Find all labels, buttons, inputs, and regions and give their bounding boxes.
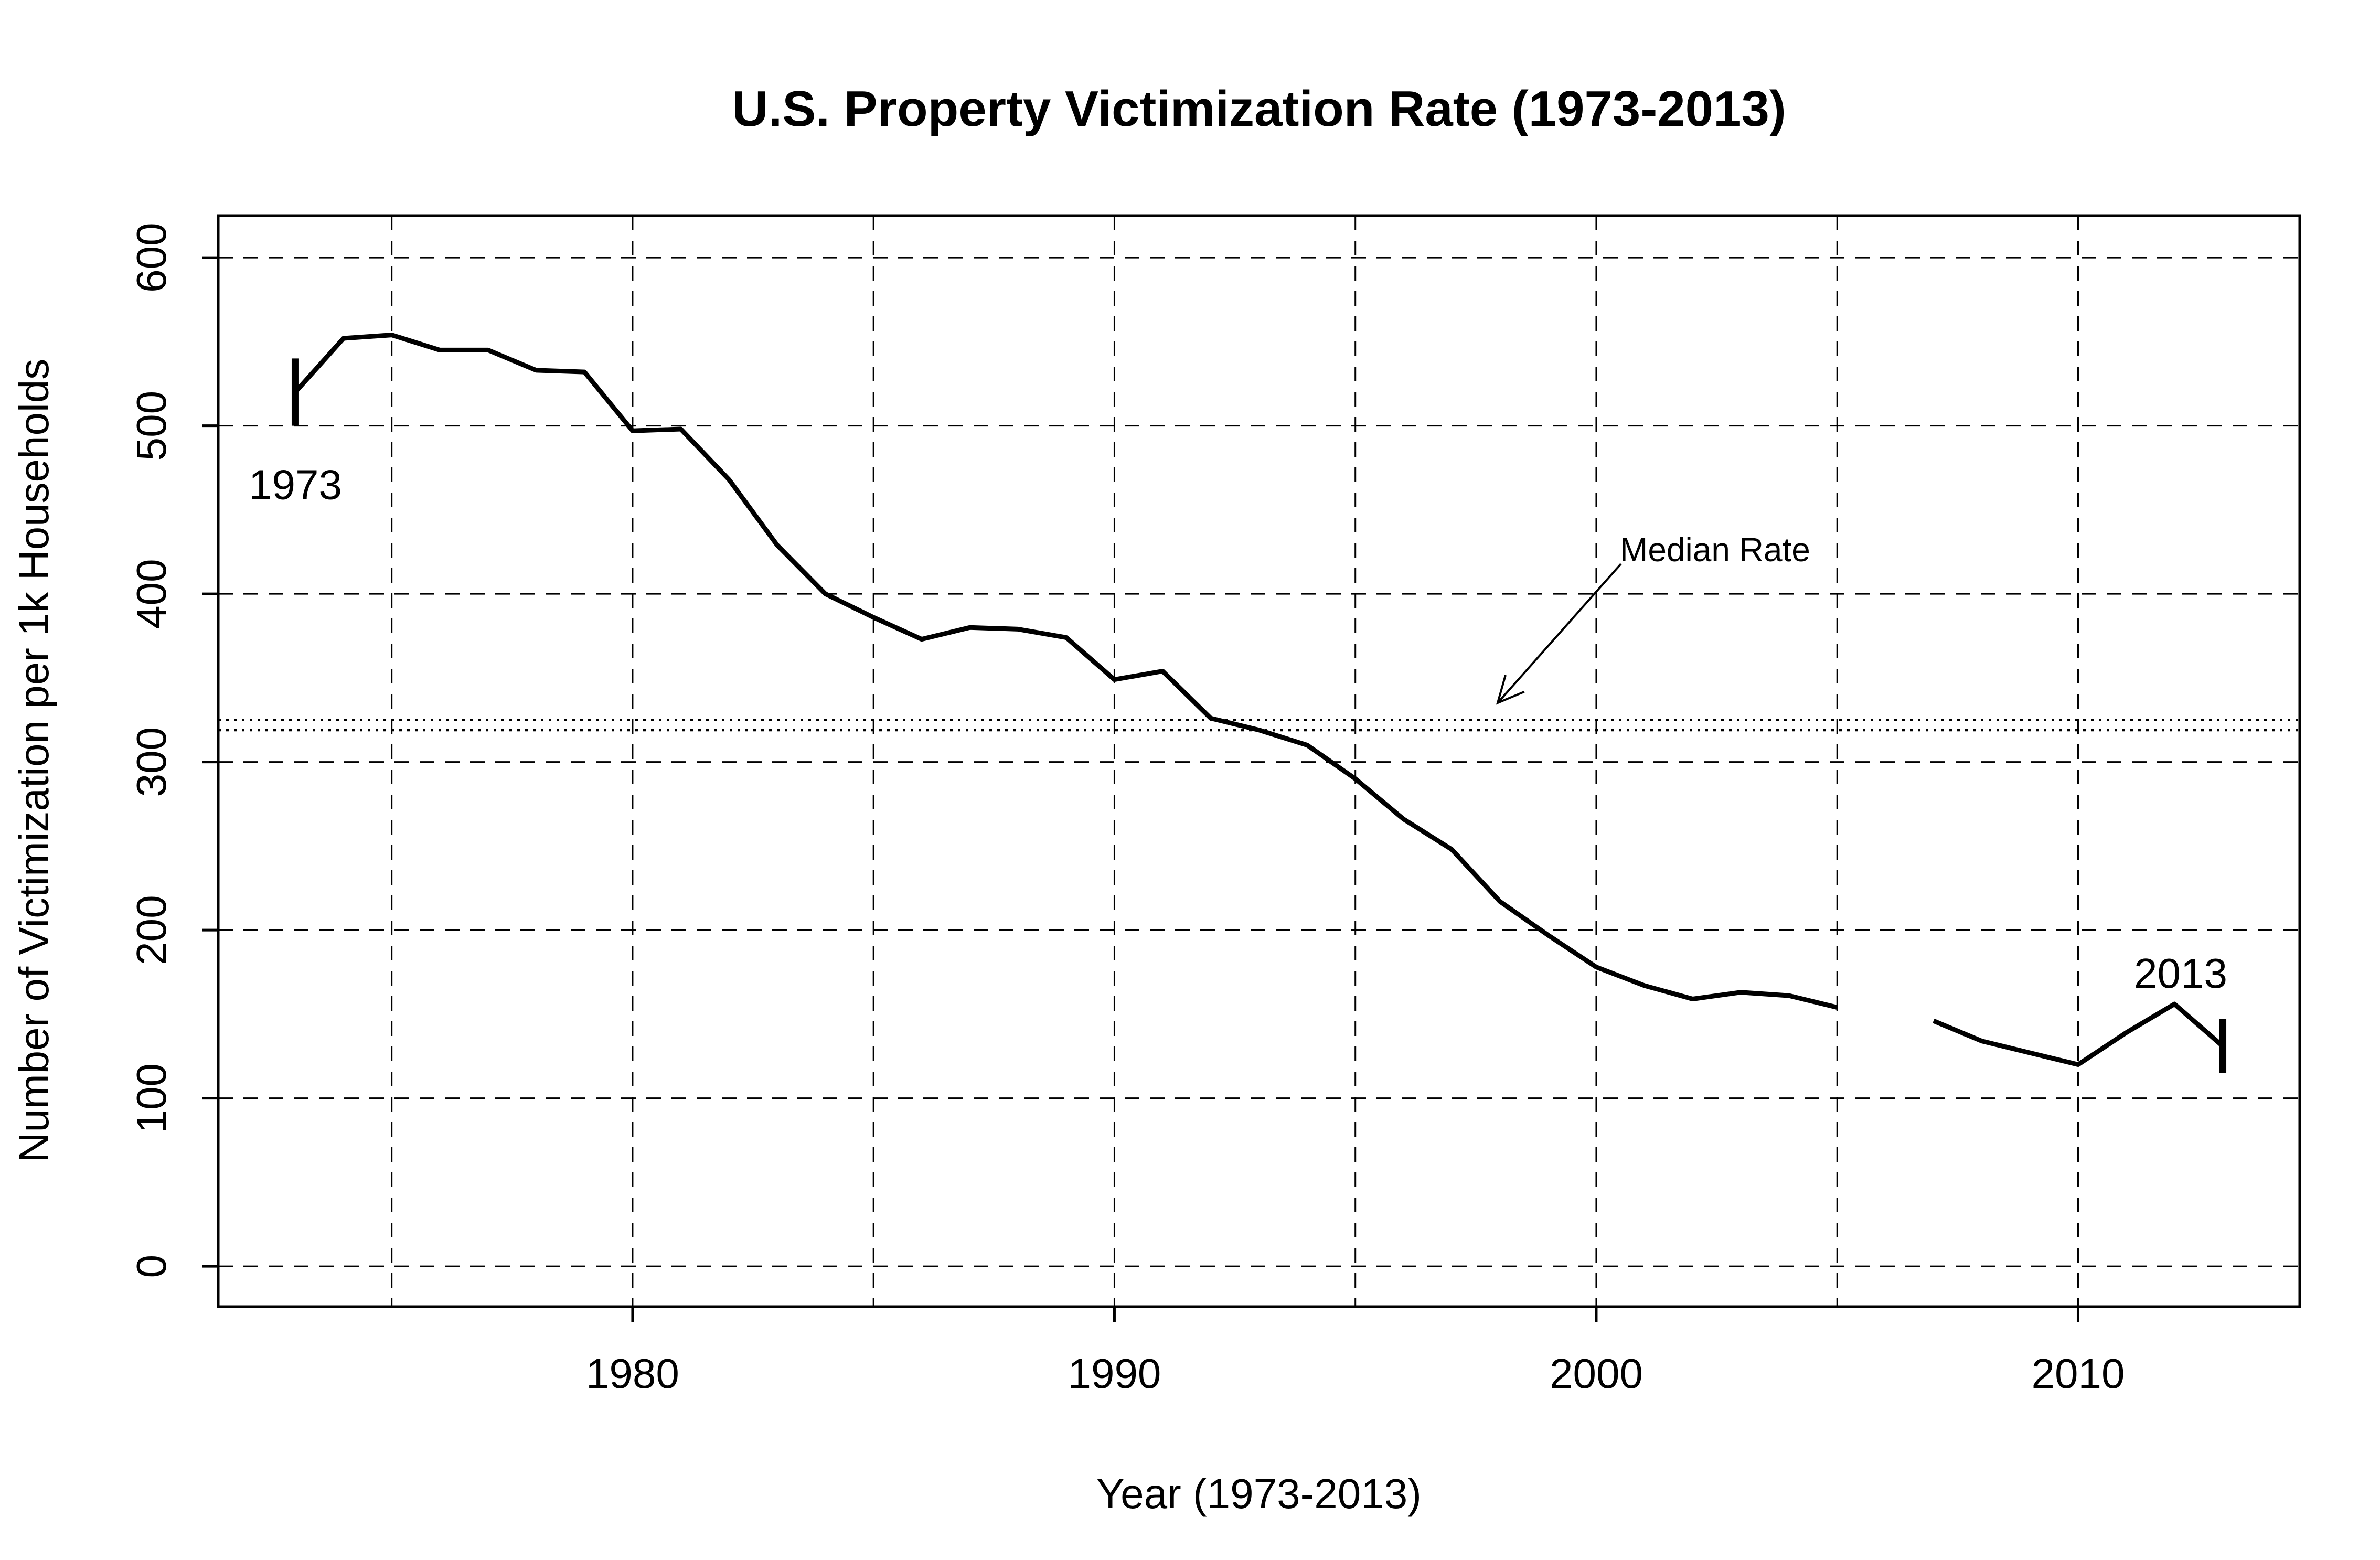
chart-title: U.S. Property Victimization Rate (1973-2… <box>732 81 1786 137</box>
data-series <box>293 333 2224 1067</box>
y-axis-label: Number of Victimization per 1k Household… <box>10 359 57 1163</box>
median-arrow-head <box>1496 675 1525 705</box>
y-tick-label: 100 <box>128 1063 175 1133</box>
annotations: 1973 2013 Median Rate <box>249 358 2227 1073</box>
median-rate-label: Median Rate <box>1620 531 1810 569</box>
series-line <box>293 333 2224 1067</box>
y-axis: 0 100 200 300 400 500 600 <box>128 222 218 1278</box>
x-tick-label: 2010 <box>2031 1350 2125 1397</box>
y-tick-label: 400 <box>128 559 175 628</box>
y-tick-label: 500 <box>128 391 175 461</box>
start-year-label: 1973 <box>249 462 342 508</box>
grid-lines <box>218 216 2300 1307</box>
x-axis: 1980 1990 2000 2010 <box>586 1307 2125 1397</box>
x-tick-label: 1980 <box>586 1350 679 1397</box>
x-tick-label: 2000 <box>1550 1350 1643 1397</box>
y-tick-label: 200 <box>128 895 175 965</box>
y-tick-label: 600 <box>128 222 175 292</box>
y-tick-label: 300 <box>128 727 175 797</box>
x-tick-label: 1990 <box>1068 1350 1161 1397</box>
median-arrow-shaft <box>1497 563 1622 704</box>
y-tick-label: 0 <box>128 1255 175 1278</box>
x-axis-label: Year (1973-2013) <box>1096 1470 1422 1517</box>
end-year-label: 2013 <box>2134 950 2227 997</box>
